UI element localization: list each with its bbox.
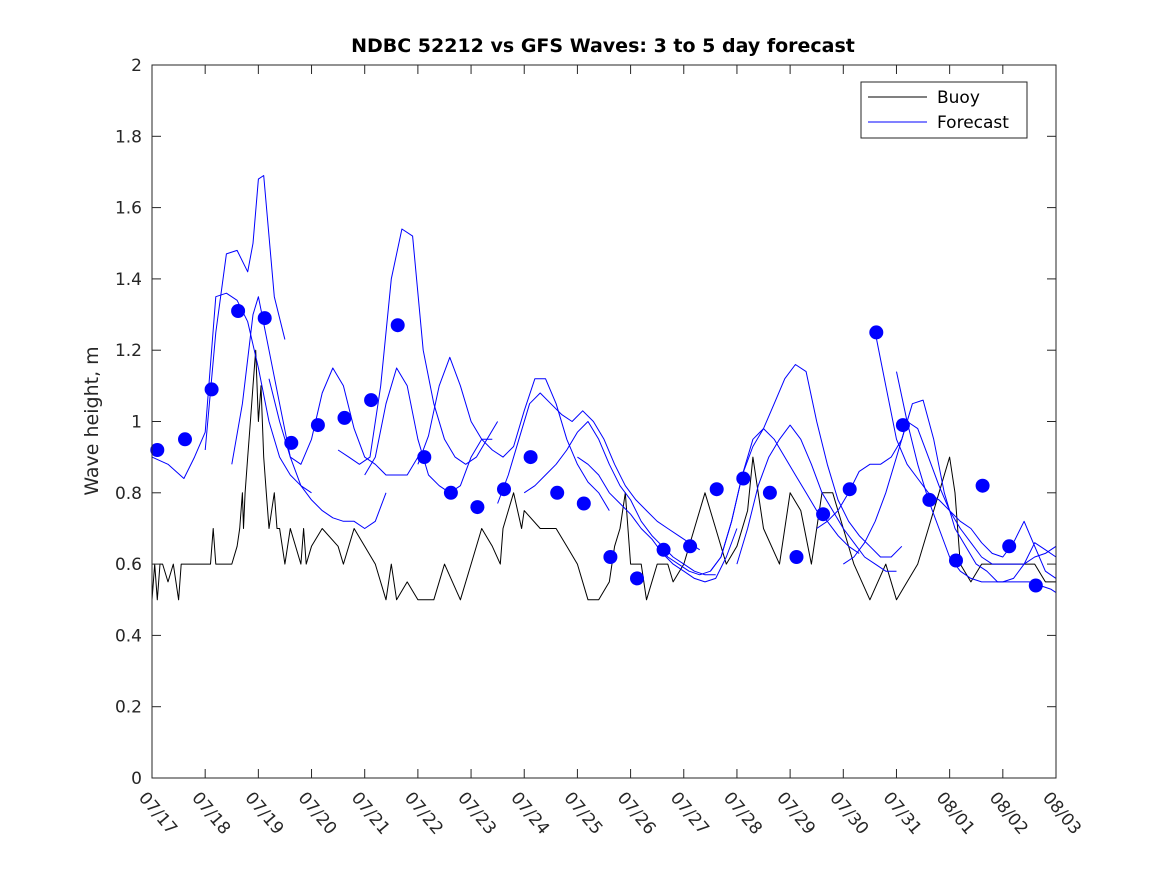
legend-buoy-label: Buoy bbox=[937, 88, 980, 108]
forecast-point bbox=[550, 485, 565, 500]
forecast-series-line-17 bbox=[896, 371, 1057, 583]
forecast-point bbox=[204, 382, 219, 397]
forecast-point bbox=[231, 304, 246, 318]
forecast-point bbox=[1002, 539, 1017, 554]
y-tick-label: 1.4 bbox=[115, 270, 142, 290]
forecast-point bbox=[257, 311, 272, 326]
y-tick-label: 0 bbox=[131, 769, 142, 789]
forecast-series-line-1 bbox=[151, 292, 312, 494]
forecast-point bbox=[417, 450, 432, 465]
forecast-series-line-4 bbox=[268, 367, 419, 476]
forecast-series-line-7 bbox=[417, 356, 610, 511]
forecast-point bbox=[816, 507, 831, 522]
forecast-point bbox=[922, 492, 937, 507]
y-tick-label: 2 bbox=[131, 56, 142, 76]
y-tick-label: 0.8 bbox=[115, 484, 142, 504]
forecast-series-line-14 bbox=[816, 399, 1057, 594]
forecast-point bbox=[709, 482, 724, 497]
forecast-point bbox=[789, 550, 804, 564]
legend-forecast-label: Forecast bbox=[937, 113, 1009, 133]
forecast-point bbox=[762, 485, 777, 500]
forecast-point bbox=[895, 418, 910, 433]
forecast-series-line-9 bbox=[523, 421, 716, 576]
forecast-series-line-10 bbox=[577, 456, 738, 583]
y-tick-label: 1.6 bbox=[115, 199, 142, 219]
forecast-point bbox=[949, 553, 963, 568]
y-axis-label: Wave height, m bbox=[81, 346, 103, 495]
forecast-series-line-13 bbox=[736, 424, 897, 572]
forecast-series-line-2 bbox=[204, 175, 286, 451]
forecast-point bbox=[443, 485, 458, 500]
legend: Buoy Forecast bbox=[860, 81, 1028, 139]
forecast-point bbox=[390, 318, 405, 333]
forecast-series-line-16 bbox=[874, 332, 1057, 579]
forecast-point bbox=[364, 393, 379, 408]
y-tick-label: 1.8 bbox=[115, 127, 142, 147]
forecast-point bbox=[150, 443, 165, 457]
y-tick-label: 0.4 bbox=[115, 626, 142, 646]
forecast-point bbox=[869, 325, 884, 340]
plot-area bbox=[152, 65, 1056, 778]
forecast-point bbox=[603, 550, 618, 564]
buoy-series-line bbox=[151, 349, 1056, 601]
forecast-series-line-3 bbox=[231, 296, 387, 529]
forecast-series-line-6 bbox=[364, 367, 493, 494]
y-tick-label: 1.2 bbox=[115, 341, 142, 361]
forecast-point bbox=[683, 539, 698, 554]
forecast-point bbox=[284, 435, 299, 450]
forecast-series-line-8 bbox=[497, 392, 700, 551]
forecast-point bbox=[842, 482, 857, 497]
legend-box bbox=[860, 81, 1028, 139]
y-tick-label: 0.6 bbox=[115, 555, 142, 575]
forecast-point bbox=[337, 410, 352, 425]
forecast-point bbox=[178, 432, 192, 447]
forecast-point bbox=[736, 471, 751, 486]
forecast-point bbox=[497, 482, 511, 497]
y-tick-label: 1 bbox=[131, 413, 142, 433]
y-tick-label: 0.2 bbox=[115, 698, 142, 718]
forecast-point bbox=[310, 418, 325, 433]
forecast-point bbox=[470, 500, 485, 515]
forecast-point bbox=[1028, 578, 1043, 593]
chart-title: NDBC 52212 vs GFS Waves: 3 to 5 day fore… bbox=[351, 35, 855, 57]
forecast-point bbox=[630, 571, 644, 586]
forecast-point bbox=[576, 496, 591, 511]
forecast-point bbox=[656, 542, 671, 557]
data-layer bbox=[150, 175, 1057, 601]
forecast-point bbox=[523, 450, 538, 465]
forecast-series-line-5 bbox=[337, 228, 499, 465]
forecast-point bbox=[975, 478, 990, 493]
